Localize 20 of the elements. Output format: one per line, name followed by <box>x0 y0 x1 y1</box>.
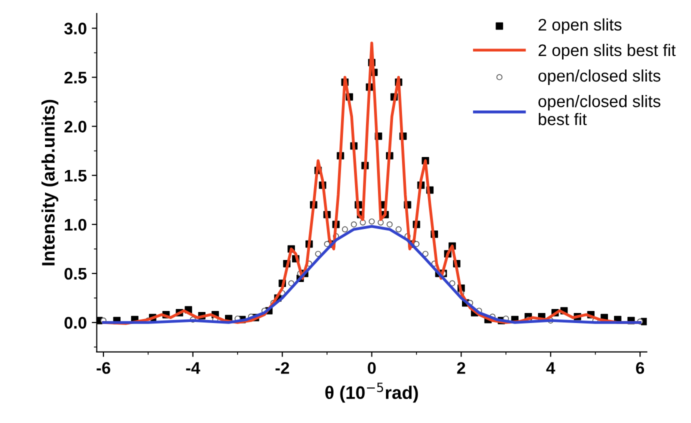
legend-label: 2 open slits best fit <box>538 44 676 60</box>
x-tick-label: 6 <box>636 362 644 374</box>
y-tick-label: 1.5 <box>64 170 87 182</box>
y-tick-label: 1.0 <box>64 218 86 231</box>
x-tick-label: 2 <box>457 362 466 374</box>
y-tick-label: 0.5 <box>64 268 87 280</box>
x-tick-label: 0 <box>368 362 376 374</box>
y-tick-label: 0.0 <box>64 316 86 329</box>
y-tick-label: 2.5 <box>64 72 87 84</box>
y-axis-title: Intensity (arb.units) <box>41 100 58 266</box>
x-tick-label: -2 <box>276 362 290 374</box>
x-axis-title: θ (10$^{−5}$rad) <box>325 382 418 403</box>
legend-label: open/closed slits <box>538 69 660 85</box>
x-tick-label: -6 <box>96 362 110 374</box>
y-tick-label: 2.0 <box>64 120 86 133</box>
legend-label: 2 open slits <box>538 18 622 34</box>
x-tick-label: 4 <box>546 362 556 374</box>
x-tick-label: -4 <box>186 362 200 374</box>
legend-label: open/closed slits best fit <box>538 94 660 126</box>
y-tick-label: 3.0 <box>64 22 86 34</box>
